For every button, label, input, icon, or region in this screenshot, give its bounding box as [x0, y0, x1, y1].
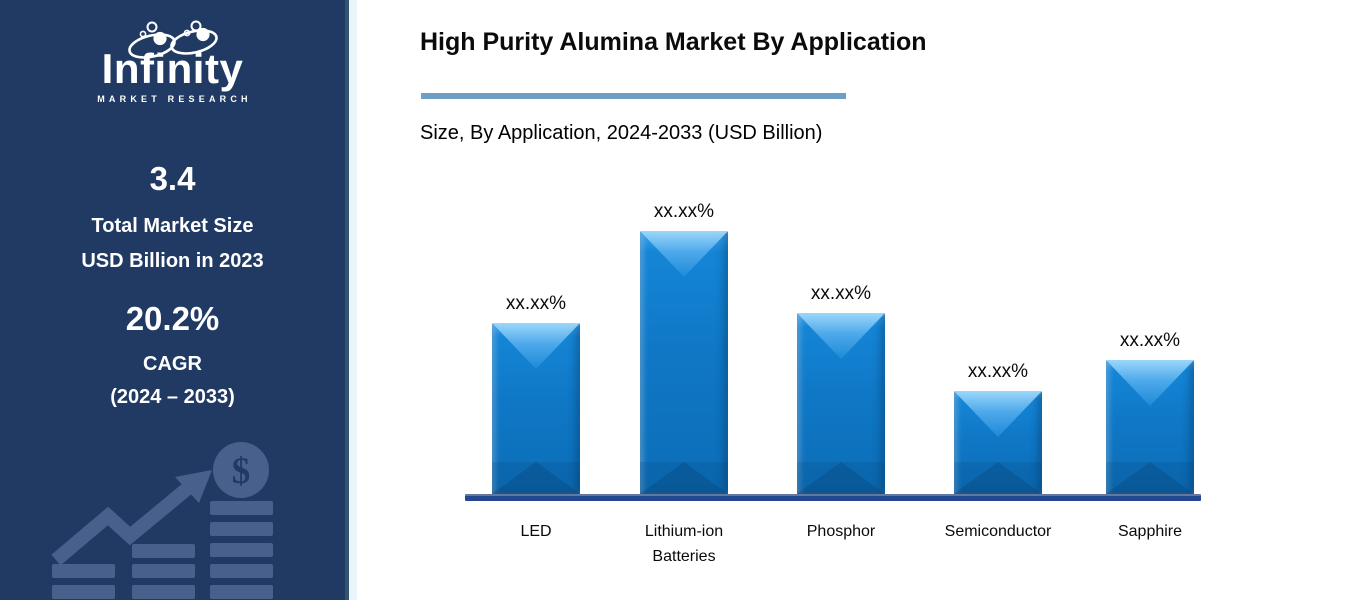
growth-arrow-icon: [51, 470, 212, 566]
market-size-label-2: USD Billion in 2023: [81, 250, 264, 272]
bar-led: [492, 323, 580, 494]
bar-semiconductor: [954, 391, 1042, 494]
market-size-value: 3.4: [149, 160, 196, 197]
cagr-period: (2024 – 2033): [110, 386, 235, 408]
bar-bottom-shade: [797, 462, 885, 494]
category-label: Semiconductor: [944, 523, 1052, 540]
bar-bottom-shade: [954, 462, 1042, 494]
bar-top-bevel: [1106, 360, 1194, 406]
infinity-loop-icon: [127, 20, 218, 59]
dollar-sign: $: [232, 451, 251, 492]
brand-logo: Infinity MARKET RESEARCH: [0, 20, 345, 104]
category-label: LED: [520, 523, 552, 540]
cagr-value: 20.2%: [125, 300, 220, 337]
bar-bottom-shade: [640, 462, 728, 494]
bar-stack-icon: [52, 501, 273, 599]
bar-top-bevel: [797, 313, 885, 359]
category-label: Sapphire: [1117, 523, 1183, 540]
bar-value-label: xx.xx%: [967, 361, 1029, 382]
bar-top-bevel: [492, 323, 580, 369]
bar-value-label: xx.xx%: [810, 283, 872, 304]
bar-lithium-ion-batteries: [640, 231, 728, 494]
chart-title: High Purity Alumina Market By Applicatio…: [420, 28, 927, 56]
sidebar-border-pale: [349, 0, 357, 600]
brand-tagline: MARKET RESEARCH: [97, 94, 252, 104]
chart-subtitle: Size, By Application, 2024-2033 (USD Bil…: [420, 122, 823, 144]
sidebar-border-dark: [345, 0, 349, 600]
category-label: Lithium-ion Batteries: [644, 523, 724, 565]
bar-value-label: xx.xx%: [1119, 330, 1181, 351]
bar-bottom-shade: [492, 462, 580, 494]
x-axis-line: [465, 494, 1201, 501]
brand-name: Infinity: [101, 45, 244, 92]
bar-bottom-shade: [1106, 462, 1194, 494]
bar-chart: xx.xx% LED xx.xx% Lithium-ion Batteries xx.x…: [465, 180, 1205, 580]
bar-value-label: xx.xx%: [505, 293, 567, 314]
category-label: Phosphor: [806, 523, 876, 540]
bar-phosphor: [797, 313, 885, 494]
market-size-label-1: Total Market Size: [91, 215, 254, 237]
sidebar: Infinity MARKET RESEARCH 3.4 Total Marke…: [0, 0, 345, 600]
dollar-coin-icon: $: [213, 442, 269, 498]
bar-sapphire: [1106, 360, 1194, 494]
cagr-label: CAGR: [143, 353, 202, 375]
bar-top-bevel: [640, 231, 728, 277]
bar-value-label: xx.xx%: [653, 201, 715, 222]
finance-growth-illustration: $: [51, 442, 273, 599]
title-divider: [421, 93, 846, 99]
bar-top-bevel: [954, 391, 1042, 437]
